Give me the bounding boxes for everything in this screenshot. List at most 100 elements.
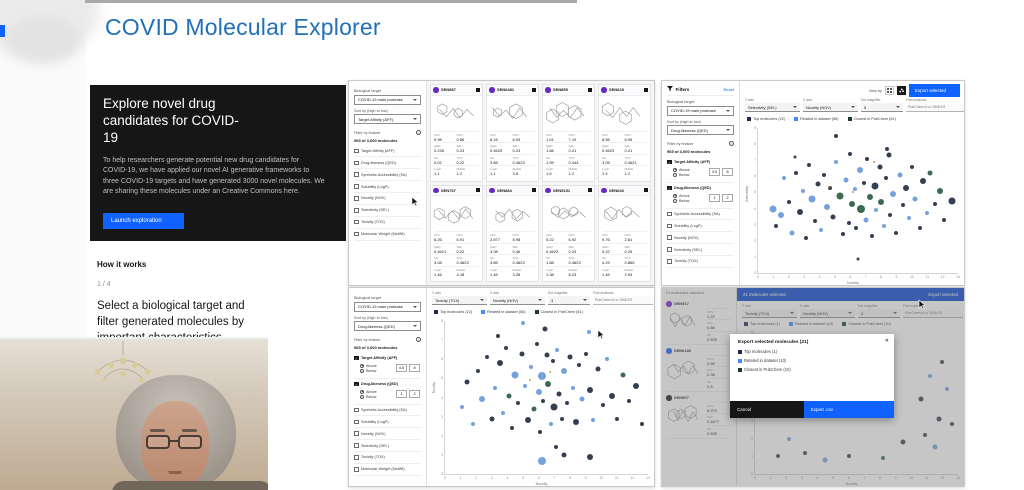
scatter-point[interactable] [567,354,573,360]
checkbox-icon[interactable] [354,443,359,448]
scatter-point[interactable] [796,208,803,215]
find-molecule-input[interactable] [906,103,964,112]
checkbox-icon[interactable] [354,219,359,225]
filter-row[interactable]: Novelty (NOV) [354,428,421,441]
scatter-point[interactable] [571,385,576,390]
scatter-point[interactable] [834,159,839,164]
scatter-point[interactable] [894,230,899,235]
checkbox-icon[interactable] [354,160,359,166]
checkbox-checked-icon[interactable]: ✓ [354,355,359,361]
scatter-point[interactable] [917,225,922,230]
scatter-point[interactable] [833,134,838,139]
radio-icon[interactable] [360,395,364,399]
filter-row[interactable]: Selectivity (SEL) [667,244,734,256]
scatter-point[interactable] [776,454,781,459]
range-value[interactable]: 2 [722,194,733,203]
scatter-point[interactable] [555,347,560,352]
scatter-point[interactable] [516,401,521,406]
scatter-point[interactable] [500,410,505,415]
filter-row[interactable]: Toxicity (TOX) [667,256,734,268]
x-axis-select[interactable]: Novelty (NOV) [800,309,855,318]
scatter-point[interactable] [863,217,869,223]
scatter-view-toggle[interactable] [896,86,906,95]
filter-row[interactable]: Solubility (LogP) [354,181,421,193]
radio-icon[interactable] [360,363,364,368]
scatter-point[interactable] [506,393,512,399]
scatter-point[interactable] [806,163,811,168]
scatter-point[interactable] [553,445,558,450]
scatter-point[interactable] [587,453,594,460]
find-molecule-input[interactable] [903,309,963,318]
radio-option[interactable]: Below [673,173,690,177]
checkbox-icon[interactable] [354,172,359,177]
scatter-point[interactable] [877,164,883,170]
scatter-point[interactable] [949,422,954,427]
y-axis-select[interactable]: Selectivity (SEL) [745,103,800,112]
filter-row[interactable]: Molecular Weight (MolWt) [354,464,421,476]
filter-row[interactable]: Toxicity (TOX) [354,452,421,464]
radio-icon[interactable] [673,173,677,177]
scatter-point[interactable] [900,203,905,208]
scatter-point[interactable] [460,405,465,410]
scatter-point[interactable] [936,187,943,194]
range-value[interactable]: 1 [396,390,407,399]
checkbox-icon[interactable] [667,247,672,252]
molecule-checkbox[interactable] [532,188,536,193]
export-selected-button[interactable]: Export selected [908,84,960,97]
radio-icon[interactable] [673,167,677,172]
scatter-point[interactable] [854,225,859,230]
molecule-checkbox[interactable] [532,87,536,92]
info-icon[interactable]: i [416,337,421,342]
scatter-point[interactable] [803,235,808,240]
molecule-checkbox[interactable] [476,87,480,92]
scatter-point[interactable] [890,191,897,198]
checkbox-checked-icon[interactable]: ✓ [667,159,672,165]
legend-item[interactable]: Top molecules (1) [738,349,886,354]
scatter-point[interactable] [927,170,933,176]
scatter-point[interactable] [848,151,853,156]
scatter-point[interactable] [906,216,911,221]
scatter-point[interactable] [639,422,644,427]
scatter-point[interactable] [632,383,639,390]
scatter-point[interactable] [852,187,857,192]
scatter-point[interactable] [830,214,836,220]
scatter-point[interactable] [528,364,533,369]
scatter-point[interactable] [888,213,893,217]
scatter-point[interactable] [537,372,546,381]
scatter-point[interactable] [886,152,892,158]
radio-option[interactable]: Above [360,389,377,394]
filter-row[interactable]: ✓ Drug-likeness (QED) [354,380,421,389]
scatter-point[interactable] [882,224,887,229]
checkbox-checked-icon[interactable]: ✓ [667,185,672,191]
checkbox-icon[interactable] [667,223,672,229]
scatter-point[interactable] [945,386,950,391]
scatter-point[interactable] [822,457,828,463]
filter-row[interactable]: Target Affinity (AFF) [354,146,421,158]
export-selected-link[interactable]: Export selected [928,292,958,297]
scatter-point[interactable] [883,175,888,180]
selected-molecule-item[interactable]: GEN6186 NOV 0.56 AFF 0.38 SA 2.8 [666,345,732,392]
filter-row[interactable]: ✓ Target Affinity (AFF) [354,354,421,363]
sort-select[interactable]: Target Affinity (AFF) [354,114,421,124]
close-icon[interactable]: ✕ [884,338,889,344]
filter-row[interactable]: Toxicity (TOX) [354,217,421,229]
scatter-point[interactable] [496,360,503,367]
scatter-point[interactable] [620,372,626,378]
scatter-point[interactable] [595,366,601,372]
scatter-point[interactable] [874,208,879,213]
checkbox-icon[interactable] [667,259,672,264]
scatter-point[interactable] [782,175,787,180]
scatter-point[interactable] [561,452,567,458]
scatter-point[interactable] [878,199,885,206]
legend-item[interactable]: Top molecules (22) [434,310,472,314]
scatter-point[interactable] [819,227,824,232]
filter-row[interactable]: Drug-likeness (QED) [354,157,421,170]
range-value[interactable]: 2 [409,390,420,399]
filter-row[interactable]: Molecular Weight (MolWt) [354,229,421,241]
scatter-point[interactable] [587,386,594,393]
launch-exploration-button[interactable]: Launch exploration [103,213,184,229]
radio-icon[interactable] [360,369,364,373]
scatter-point[interactable] [492,385,497,390]
scatter-point[interactable] [774,224,779,229]
sort-select[interactable]: Drug-likeness (QED) [354,321,421,331]
